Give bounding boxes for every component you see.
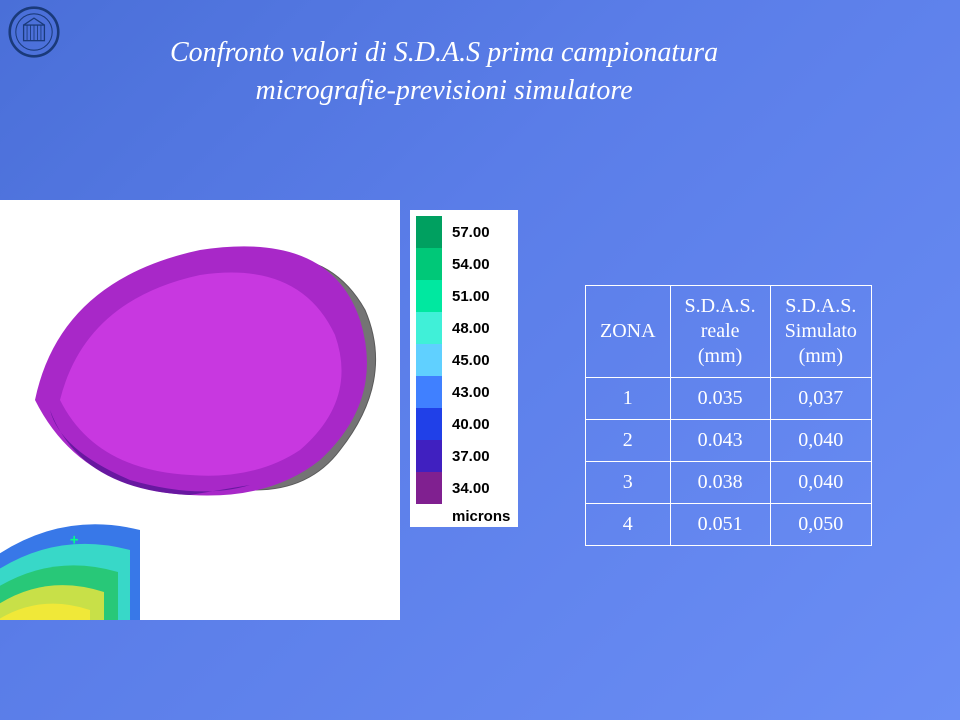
- title-line-2: micrografie-previsioni simulatore: [170, 72, 718, 110]
- table-header-cell: ZONA: [586, 286, 671, 378]
- legend-swatch: [416, 248, 442, 280]
- table-row: 40.0510,050: [586, 504, 872, 546]
- legend-row: 43.00: [416, 376, 510, 408]
- legend-swatch: [416, 472, 442, 504]
- table-row: 30.0380,040: [586, 462, 872, 504]
- legend-value: 45.00: [452, 352, 490, 369]
- legend-value: 34.00: [452, 480, 490, 497]
- table-cell: 0.051: [670, 504, 770, 546]
- legend-value: 54.00: [452, 256, 490, 273]
- table-cell: 0.043: [670, 420, 770, 462]
- table-row: 10.0350,037: [586, 378, 872, 420]
- table-cell: 0.035: [670, 378, 770, 420]
- legend-row: 34.00: [416, 472, 510, 504]
- table-cell: 0,037: [770, 378, 871, 420]
- probe-marker: +: [70, 532, 78, 548]
- legend-row: 48.00: [416, 312, 510, 344]
- sdas-table: ZONAS.D.A.S.reale(mm)S.D.A.S.Simulato(mm…: [585, 285, 872, 546]
- table-header-cell: S.D.A.S.reale(mm): [670, 286, 770, 378]
- university-logo: [8, 6, 60, 58]
- legend-value: 57.00: [452, 224, 490, 241]
- table-cell: 0.038: [670, 462, 770, 504]
- table-cell: 4: [586, 504, 671, 546]
- legend-row: 45.00: [416, 344, 510, 376]
- color-legend: 57.00 54.00 51.00 48.00 45.00 43.00 40.00 37.00…: [410, 210, 518, 527]
- table-cell: 1: [586, 378, 671, 420]
- legend-swatch: [416, 408, 442, 440]
- legend-row: 37.00: [416, 440, 510, 472]
- legend-swatch: [416, 280, 442, 312]
- table-cell: 2: [586, 420, 671, 462]
- table-cell: 0,050: [770, 504, 871, 546]
- simulation-render: +: [0, 200, 400, 620]
- table-cell: 0,040: [770, 462, 871, 504]
- title-line-1: Confronto valori di S.D.A.S prima campio…: [170, 34, 718, 72]
- legend-value: 48.00: [452, 320, 490, 337]
- legend-swatch: [416, 376, 442, 408]
- legend-swatch: [416, 344, 442, 376]
- legend-value: 37.00: [452, 448, 490, 465]
- table-cell: 3: [586, 462, 671, 504]
- legend-row: 54.00: [416, 248, 510, 280]
- table-row: 20.0430,040: [586, 420, 872, 462]
- legend-row: 51.00: [416, 280, 510, 312]
- legend-value: 40.00: [452, 416, 490, 433]
- legend-value: 43.00: [452, 384, 490, 401]
- table-cell: 0,040: [770, 420, 871, 462]
- legend-row: 40.00: [416, 408, 510, 440]
- legend-value: 51.00: [452, 288, 490, 305]
- slide-title: Confronto valori di S.D.A.S prima campio…: [170, 34, 718, 110]
- legend-row: 57.00: [416, 216, 510, 248]
- legend-unit-label: microns: [452, 508, 510, 525]
- legend-swatch: [416, 440, 442, 472]
- legend-swatch: [416, 312, 442, 344]
- table-header-cell: S.D.A.S.Simulato(mm): [770, 286, 871, 378]
- legend-swatch: [416, 216, 442, 248]
